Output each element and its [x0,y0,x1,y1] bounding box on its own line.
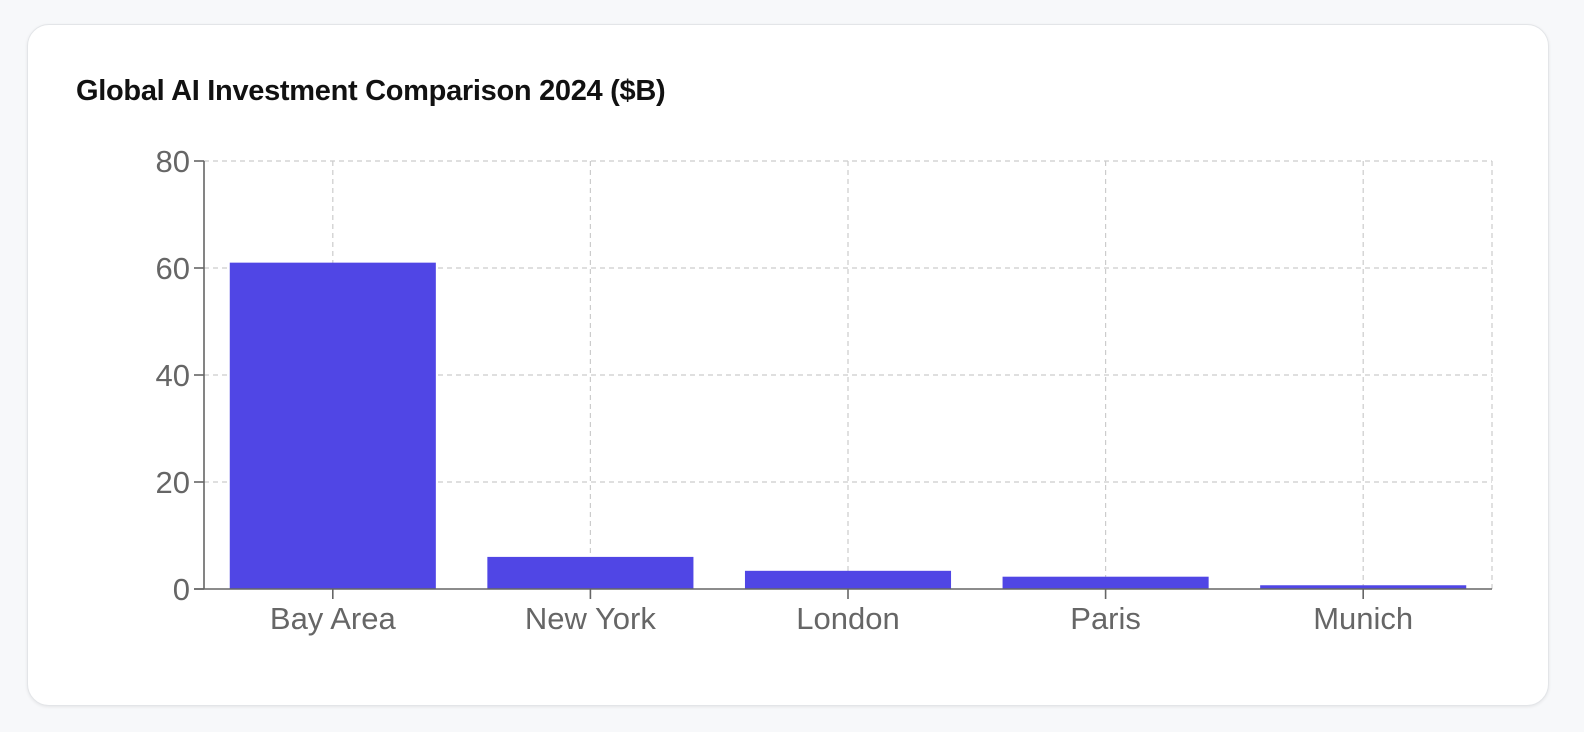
bar-london[interactable] [744,570,952,589]
y-tick-label: 60 [156,251,190,286]
tick-labels: 0 20 40 60 80 Bay Area New York London Paris Muni… [156,144,1414,636]
y-tick-label: 80 [156,144,190,179]
grid-lines [204,160,1493,589]
x-tick-label: New York [525,601,656,636]
x-tick-label: Paris [1070,601,1141,636]
x-tick-label: Munich [1313,601,1413,636]
bar-new-york[interactable] [487,556,694,589]
x-tick-label: Bay Area [270,601,397,636]
axes [194,160,1492,599]
chart-card: Global AI Investment Comparison 2024 ($B… [27,24,1549,706]
bars [229,262,1467,589]
y-tick-label: 20 [156,465,190,500]
x-tick-label: London [796,601,899,636]
bar-paris[interactable] [1002,576,1209,589]
chart-title: Global AI Investment Comparison 2024 ($B… [76,75,666,107]
bar-munich[interactable] [1260,585,1467,589]
y-tick-label: 0 [173,572,190,607]
y-tick-label: 40 [156,358,190,393]
bar-bay-area[interactable] [229,262,436,589]
bar-chart: 0 20 40 60 80 Bay Area New York London Paris Muni… [156,144,1493,636]
